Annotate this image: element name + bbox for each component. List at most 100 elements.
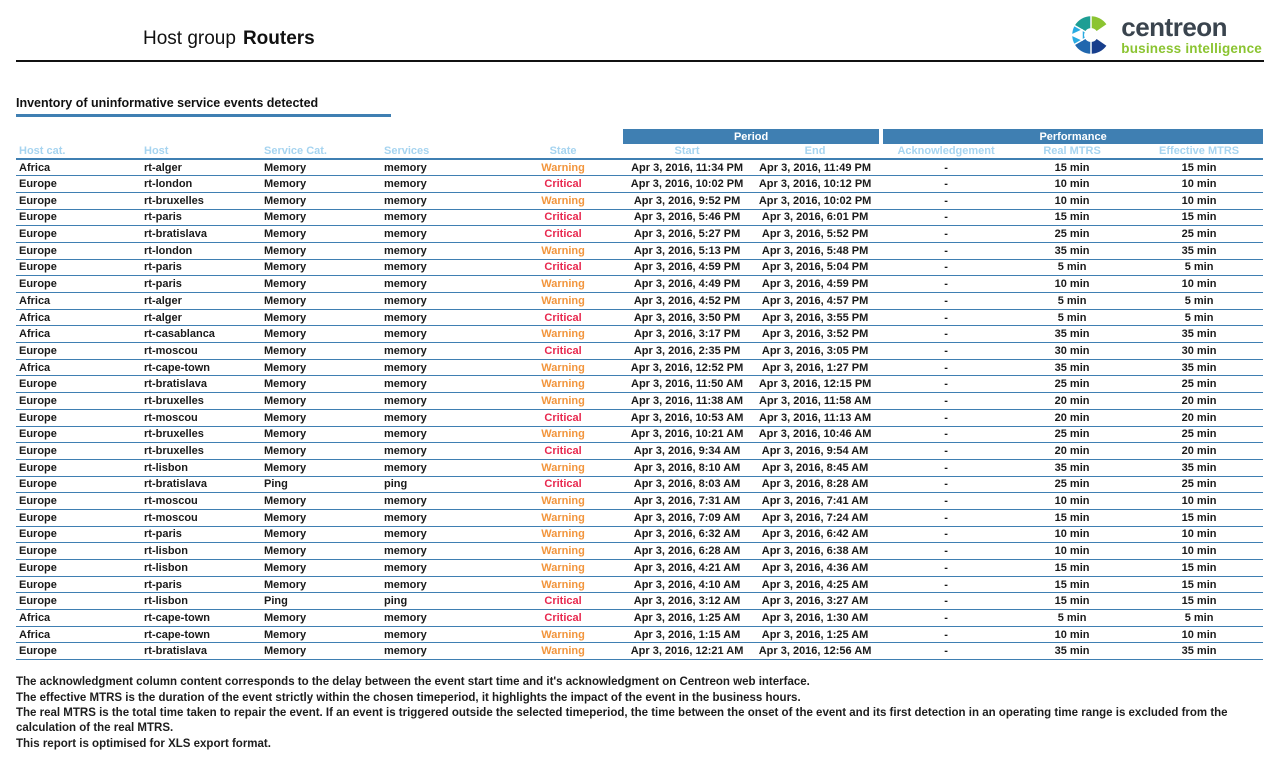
cell-host: rt-moscou bbox=[141, 409, 261, 427]
cell-start: Apr 3, 2016, 3:12 AM bbox=[623, 592, 752, 611]
cell-service-cat: Memory bbox=[261, 292, 381, 310]
cell-host-cat: Europe bbox=[16, 175, 141, 193]
cell-host-cat: Europe bbox=[16, 492, 141, 510]
cell-effective-mtrs: 25 min bbox=[1135, 225, 1264, 243]
cell-host: rt-bruxelles bbox=[141, 392, 261, 410]
cell-spacer bbox=[879, 426, 884, 444]
cell-start: Apr 3, 2016, 8:10 AM bbox=[623, 459, 752, 477]
cell-host-cat: Europe bbox=[16, 342, 141, 360]
cell-real-mtrs: 15 min bbox=[1009, 559, 1136, 577]
cell-state: Warning bbox=[503, 275, 624, 293]
cell-state: Warning bbox=[503, 576, 624, 594]
cell-state: Critical bbox=[503, 342, 624, 360]
cell-host: rt-lisbon bbox=[141, 592, 261, 611]
cell-start: Apr 3, 2016, 6:32 AM bbox=[623, 526, 752, 544]
cell-services: memory bbox=[381, 175, 503, 193]
cell-effective-mtrs: 15 min bbox=[1135, 209, 1264, 227]
cell-state: Warning bbox=[503, 559, 624, 577]
cell-service-cat: Memory bbox=[261, 576, 381, 594]
group-header-period: Period bbox=[623, 129, 880, 144]
col-header-start: Start bbox=[623, 144, 752, 160]
cell-acknowledgement: - bbox=[883, 342, 1010, 360]
cell-services: ping bbox=[381, 592, 503, 611]
cell-effective-mtrs: 35 min bbox=[1135, 359, 1264, 377]
cell-acknowledgement: - bbox=[883, 192, 1010, 210]
cell-start: Apr 3, 2016, 1:15 AM bbox=[623, 626, 752, 644]
table-row: Europe rt-moscou Memory memory Warning Apr 3,… bbox=[16, 509, 1264, 527]
cell-state: Warning bbox=[503, 292, 624, 310]
cell-real-mtrs: 10 min bbox=[1009, 626, 1136, 644]
cell-spacer bbox=[879, 159, 884, 177]
cell-end: Apr 3, 2016, 5:48 PM bbox=[751, 242, 880, 260]
cell-start: Apr 3, 2016, 9:34 AM bbox=[623, 442, 752, 460]
cell-end: Apr 3, 2016, 11:13 AM bbox=[751, 409, 880, 427]
cell-end: Apr 3, 2016, 6:38 AM bbox=[751, 542, 880, 560]
table-row: Europe rt-lisbon Memory memory Warning Apr 3,… bbox=[16, 459, 1264, 477]
cell-acknowledgement: - bbox=[883, 325, 1010, 344]
cell-real-mtrs: 25 min bbox=[1009, 225, 1136, 243]
cell-spacer bbox=[879, 242, 884, 260]
cell-host-cat: Africa bbox=[16, 159, 141, 177]
cell-state: Warning bbox=[503, 509, 624, 527]
cell-effective-mtrs: 10 min bbox=[1135, 275, 1264, 293]
cell-services: memory bbox=[381, 209, 503, 227]
cell-spacer bbox=[879, 392, 884, 410]
cell-effective-mtrs: 5 min bbox=[1135, 609, 1264, 627]
cell-state: Warning bbox=[503, 426, 624, 444]
cell-service-cat: Memory bbox=[261, 559, 381, 577]
table-row: Europe rt-paris Memory memory Critical Apr 3,… bbox=[16, 209, 1264, 227]
col-header-services: Services bbox=[381, 144, 503, 160]
cell-host: rt-paris bbox=[141, 275, 261, 293]
centreon-logo: centreon business intelligence bbox=[1069, 13, 1262, 57]
cell-state: Warning bbox=[503, 526, 624, 544]
cell-state: Critical bbox=[503, 209, 624, 227]
cell-state: Critical bbox=[503, 259, 624, 277]
cell-end: Apr 3, 2016, 11:49 PM bbox=[751, 159, 880, 177]
table-row: Africa rt-alger Memory memory Critical Apr 3,… bbox=[16, 309, 1264, 327]
cell-end: Apr 3, 2016, 4:57 PM bbox=[751, 292, 880, 310]
cell-service-cat: Memory bbox=[261, 609, 381, 627]
cell-end: Apr 3, 2016, 7:41 AM bbox=[751, 492, 880, 510]
cell-state: Critical bbox=[503, 609, 624, 627]
cell-acknowledgement: - bbox=[883, 542, 1010, 560]
table-row: Europe rt-bratislava Memory memory Warning Ap… bbox=[16, 642, 1264, 661]
cell-service-cat: Memory bbox=[261, 309, 381, 327]
cell-end: Apr 3, 2016, 4:25 AM bbox=[751, 576, 880, 594]
cell-start: Apr 3, 2016, 3:50 PM bbox=[623, 309, 752, 327]
cell-start: Apr 3, 2016, 7:09 AM bbox=[623, 509, 752, 527]
cell-real-mtrs: 5 min bbox=[1009, 309, 1136, 327]
cell-start: Apr 3, 2016, 7:31 AM bbox=[623, 492, 752, 510]
col-header-host-cat: Host cat. bbox=[16, 144, 141, 160]
cell-services: memory bbox=[381, 259, 503, 277]
cell-effective-mtrs: 25 min bbox=[1135, 476, 1264, 494]
cell-start: Apr 3, 2016, 4:21 AM bbox=[623, 559, 752, 577]
cell-end: Apr 3, 2016, 5:04 PM bbox=[751, 259, 880, 277]
cell-host: rt-moscou bbox=[141, 509, 261, 527]
cell-service-cat: Memory bbox=[261, 526, 381, 544]
events-table-body: Africa rt-alger Memory memory Warning Apr 3, … bbox=[16, 159, 1264, 661]
cell-acknowledgement: - bbox=[883, 159, 1010, 177]
cell-end: Apr 3, 2016, 12:56 AM bbox=[751, 642, 880, 661]
cell-host: rt-bruxelles bbox=[141, 426, 261, 444]
col-header-acknowledgement: Acknowledgement bbox=[883, 144, 1010, 160]
cell-services: memory bbox=[381, 642, 503, 661]
cell-acknowledgement: - bbox=[883, 409, 1010, 427]
cell-start: Apr 3, 2016, 5:27 PM bbox=[623, 225, 752, 243]
cell-effective-mtrs: 15 min bbox=[1135, 159, 1264, 177]
cell-host-cat: Europe bbox=[16, 459, 141, 477]
cell-start: Apr 3, 2016, 4:10 AM bbox=[623, 576, 752, 594]
col-header-real-mtrs: Real MTRS bbox=[1009, 144, 1136, 160]
cell-effective-mtrs: 25 min bbox=[1135, 375, 1264, 394]
cell-host-cat: Africa bbox=[16, 609, 141, 627]
table-row: Europe rt-moscou Memory memory Critical Apr 3… bbox=[16, 342, 1264, 360]
cell-host: rt-paris bbox=[141, 576, 261, 594]
cell-end: Apr 3, 2016, 3:27 AM bbox=[751, 592, 880, 611]
cell-services: memory bbox=[381, 609, 503, 627]
cell-start: Apr 3, 2016, 9:52 PM bbox=[623, 192, 752, 210]
cell-host: rt-alger bbox=[141, 159, 261, 177]
cell-real-mtrs: 5 min bbox=[1009, 609, 1136, 627]
cell-spacer bbox=[879, 459, 884, 477]
table-row: Europe rt-bruxelles Memory memory Warning Apr… bbox=[16, 192, 1264, 210]
cell-host: rt-alger bbox=[141, 292, 261, 310]
cell-spacer bbox=[879, 259, 884, 277]
